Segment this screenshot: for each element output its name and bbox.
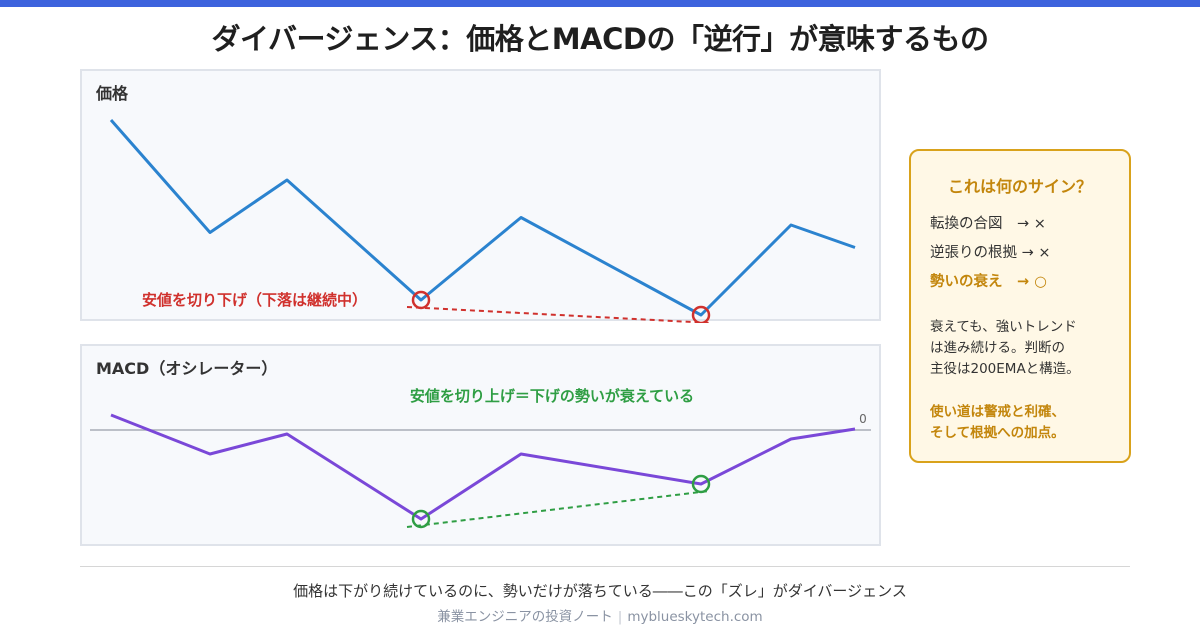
sign-usage: 使い道は警戒と利確、 そして根拠への加点。: [930, 402, 1120, 444]
footer-credit: 兼業エンジニアの投資ノート | myblueskytech.com: [0, 605, 1200, 625]
price-low-marker: [691, 305, 711, 323]
sign-row-reversal: 転換の合図 → ×: [930, 216, 1046, 232]
macd-chart-panel: MACD（オシレーター） 0 安値を切り上げ＝下げの勢いが衰えている: [80, 344, 881, 546]
site-url[interactable]: myblueskytech.com: [627, 609, 763, 625]
macd-low-marker: [411, 509, 431, 529]
macd-annotation: 安値を切り上げ＝下げの勢いが衰えている: [410, 387, 694, 405]
page-title: ダイバージェンス：価格とMACDの「逆行」が意味するもの: [211, 22, 989, 56]
sign-desc-line: 衰えても、強いトレンド: [930, 319, 1077, 335]
sign-use-line: 使い道は警戒と利確、: [930, 404, 1065, 420]
sign-use-line: そして根拠への加点。: [930, 425, 1065, 441]
macd-line: [110, 413, 856, 521]
sign-desc-line: は進み続ける。判断の: [930, 340, 1065, 356]
footer-separator: |: [617, 609, 623, 625]
footer-divider: [80, 566, 1130, 567]
price-low-trendline: [406, 306, 712, 323]
macd-low-trendline: [406, 490, 710, 528]
price-chart-panel: 価格 安値を切り下げ（下落は継続中）: [80, 69, 881, 323]
macd-chart: 0 安値を切り上げ＝下げの勢いが衰えている: [90, 387, 871, 529]
sign-row-contrarian: 逆張りの根拠 → ×: [930, 245, 1051, 261]
price-line: [109, 119, 856, 317]
macd-panel-title: MACD（オシレーター）: [96, 359, 278, 378]
zero-label: 0: [859, 412, 867, 426]
sign-description: 衰えても、強いトレンド は進み続ける。判断の 主役は200EMAと構造。: [930, 317, 1120, 380]
site-name: 兼業エンジニアの投資ノート: [437, 609, 613, 625]
price-panel-title: 価格: [96, 84, 129, 103]
footer-caption: 価格は下がり続けているのに、勢いだけが落ちている――この「ズレ」がダイバージェン…: [293, 582, 907, 600]
price-low-marker: [411, 290, 431, 310]
sign-box-title: これは何のサイン？: [947, 177, 1092, 196]
sign-row-momentum: 勢いの衰え → ○: [930, 274, 1047, 290]
macd-low-marker: [691, 474, 711, 494]
price-annotation: 安値を切り下げ（下落は継続中）: [142, 291, 367, 309]
price-chart: 安値を切り下げ（下落は継続中）: [109, 119, 856, 323]
top-accent-bar: [0, 0, 1200, 7]
sign-info-box: これは何のサイン？ 転換の合図 → × 逆張りの根拠 → × 勢いの衰え → ○…: [909, 149, 1131, 463]
sign-desc-line: 主役は200EMAと構造。: [930, 361, 1080, 377]
sign-list: 転換の合図 → × 逆張りの根拠 → × 勢いの衰え → ○: [930, 214, 1051, 301]
